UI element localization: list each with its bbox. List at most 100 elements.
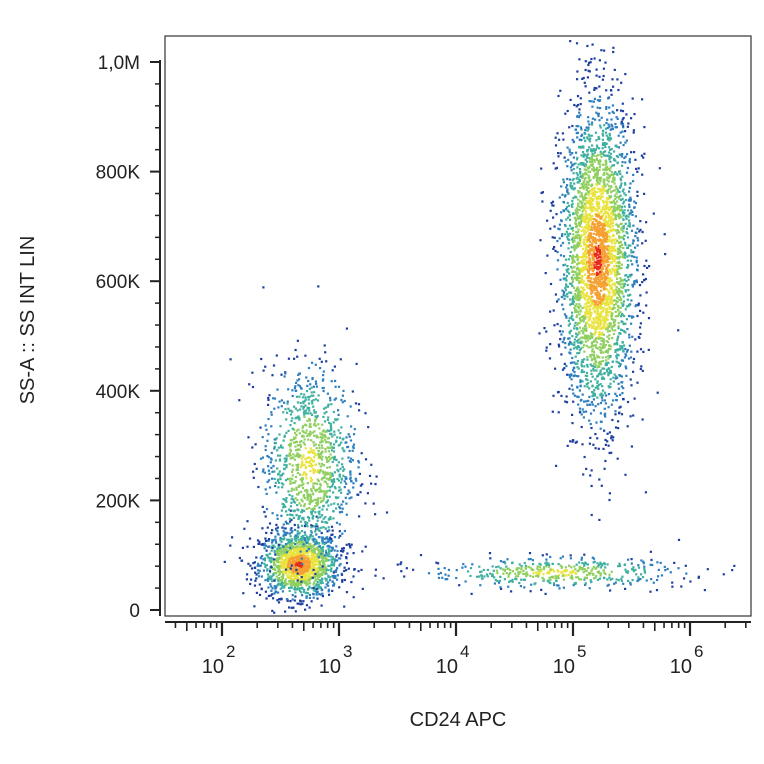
data-point (584, 374, 587, 377)
data-point (302, 473, 305, 476)
data-point (624, 161, 627, 164)
data-point (607, 347, 610, 350)
data-point (322, 499, 325, 502)
data-point (593, 218, 596, 221)
data-point (602, 201, 605, 204)
data-point (607, 97, 610, 100)
data-point (558, 330, 561, 333)
data-point (259, 564, 262, 567)
data-point (590, 232, 593, 235)
data-point (285, 431, 288, 434)
data-point (586, 305, 589, 308)
data-point (571, 138, 574, 141)
data-point (292, 488, 296, 491)
data-point (642, 156, 645, 159)
data-point (616, 232, 619, 235)
data-point (268, 394, 271, 397)
data-point (267, 586, 270, 589)
data-point (571, 179, 574, 182)
data-point (364, 458, 368, 461)
data-point (349, 471, 352, 474)
data-point (601, 377, 604, 380)
data-point (627, 209, 630, 212)
data-point (635, 261, 638, 264)
data-point (595, 179, 598, 182)
data-point (279, 578, 282, 582)
data-point (583, 336, 586, 339)
data-point (307, 366, 311, 370)
data-point (581, 247, 585, 250)
data-point (301, 517, 304, 520)
data-point (307, 497, 310, 500)
data-point (585, 410, 588, 413)
data-point (616, 376, 619, 379)
data-point (277, 406, 280, 409)
data-point (596, 197, 599, 200)
data-point (323, 480, 326, 483)
data-point (584, 214, 588, 217)
data-point (298, 582, 302, 585)
data-point (565, 230, 568, 233)
data-point (597, 244, 600, 247)
data-point (266, 454, 269, 458)
data-point (301, 429, 304, 432)
data-point (305, 523, 308, 526)
data-point (281, 526, 284, 529)
data-point (310, 508, 313, 511)
data-point (566, 292, 569, 295)
data-point (623, 282, 626, 285)
data-point (597, 268, 600, 271)
data-point (324, 516, 327, 519)
data-point (580, 225, 583, 229)
data-point (304, 431, 307, 435)
data-point (578, 111, 581, 114)
data-point (314, 585, 317, 588)
data-point (574, 255, 577, 259)
data-point (587, 287, 590, 290)
data-point (296, 508, 299, 511)
data-point (617, 325, 620, 328)
data-point (300, 524, 304, 527)
data-point (263, 542, 266, 545)
data-point (308, 387, 311, 390)
data-point (607, 235, 610, 238)
data-point (268, 559, 271, 562)
data-point (306, 525, 309, 528)
data-point (576, 346, 579, 349)
data-point (576, 173, 579, 176)
data-point (616, 457, 619, 460)
data-point (304, 467, 307, 470)
data-point (582, 416, 585, 419)
data-point (576, 366, 579, 369)
data-point (643, 152, 646, 155)
data-point (294, 595, 297, 598)
data-point (260, 561, 264, 564)
data-point (316, 478, 319, 481)
data-point (271, 568, 275, 571)
data-point (331, 529, 334, 532)
data-point (594, 386, 597, 389)
data-point (589, 61, 592, 64)
data-point (264, 448, 267, 452)
data-point (343, 569, 346, 573)
data-point (613, 265, 616, 268)
data-point (339, 488, 342, 491)
data-point (311, 572, 314, 575)
data-point (603, 180, 606, 183)
data-point (335, 419, 338, 422)
data-point (611, 239, 614, 243)
data-point (613, 205, 616, 208)
data-point (337, 489, 341, 492)
data-point (558, 228, 561, 231)
data-point (304, 581, 307, 584)
data-point (656, 391, 659, 394)
data-point (603, 399, 606, 402)
data-point (281, 537, 284, 541)
data-point (246, 545, 249, 548)
data-point (558, 345, 561, 348)
data-point (598, 279, 601, 282)
data-point (298, 564, 301, 568)
data-point (286, 553, 289, 556)
data-point (299, 484, 302, 487)
data-point (331, 474, 334, 477)
